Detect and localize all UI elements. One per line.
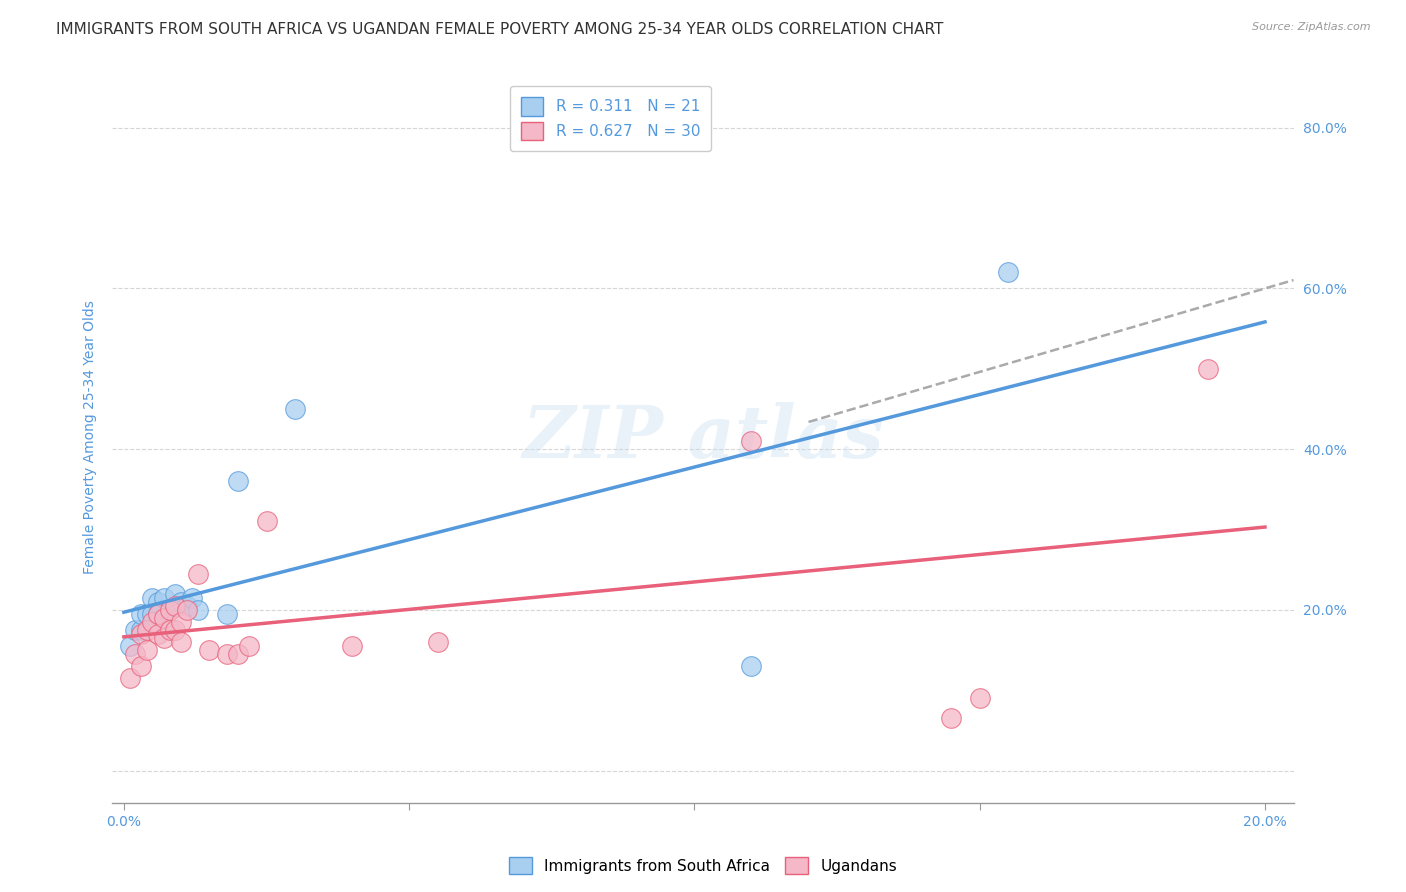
Point — [153, 611, 176, 625]
Point — [170, 635, 193, 649]
Point — [159, 603, 181, 617]
Point — [118, 639, 141, 653]
Point — [135, 607, 157, 621]
Point — [129, 623, 152, 637]
Legend: R = 0.311   N = 21, R = 0.627   N = 30: R = 0.311 N = 21, R = 0.627 N = 30 — [510, 87, 711, 151]
Point — [215, 647, 238, 661]
Point — [165, 623, 187, 637]
Point — [170, 615, 193, 629]
Point — [187, 566, 209, 581]
Point — [165, 599, 187, 613]
Point — [159, 603, 181, 617]
Point — [135, 623, 157, 637]
Point — [165, 587, 187, 601]
Point — [215, 607, 238, 621]
Point — [159, 623, 181, 637]
Point — [176, 603, 198, 617]
Point — [146, 607, 169, 621]
Point — [153, 631, 176, 645]
Point — [740, 434, 762, 449]
Point — [146, 627, 169, 641]
Point — [170, 595, 193, 609]
Legend: Immigrants from South Africa, Ugandans: Immigrants from South Africa, Ugandans — [503, 851, 903, 880]
Point — [146, 607, 169, 621]
Point — [124, 647, 146, 661]
Point — [153, 591, 176, 605]
Point — [1197, 361, 1219, 376]
Text: IMMIGRANTS FROM SOUTH AFRICA VS UGANDAN FEMALE POVERTY AMONG 25-34 YEAR OLDS COR: IMMIGRANTS FROM SOUTH AFRICA VS UGANDAN … — [56, 22, 943, 37]
Text: ZIP atlas: ZIP atlas — [523, 401, 883, 473]
Point — [124, 623, 146, 637]
Point — [181, 591, 204, 605]
Point — [129, 607, 152, 621]
Point — [284, 401, 307, 416]
Point — [226, 475, 249, 489]
Point — [256, 515, 278, 529]
Point — [141, 607, 163, 621]
Point — [941, 711, 963, 725]
Point — [997, 265, 1019, 279]
Point — [198, 643, 221, 657]
Point — [176, 599, 198, 613]
Point — [238, 639, 260, 653]
Point — [129, 627, 152, 641]
Point — [135, 643, 157, 657]
Point — [187, 603, 209, 617]
Y-axis label: Female Poverty Among 25-34 Year Olds: Female Poverty Among 25-34 Year Olds — [83, 300, 97, 574]
Point — [969, 691, 991, 706]
Point — [226, 647, 249, 661]
Point — [141, 591, 163, 605]
Point — [340, 639, 363, 653]
Point — [129, 659, 152, 673]
Point — [141, 615, 163, 629]
Point — [740, 659, 762, 673]
Point — [146, 595, 169, 609]
Text: Source: ZipAtlas.com: Source: ZipAtlas.com — [1253, 22, 1371, 32]
Point — [426, 635, 449, 649]
Point — [118, 671, 141, 685]
